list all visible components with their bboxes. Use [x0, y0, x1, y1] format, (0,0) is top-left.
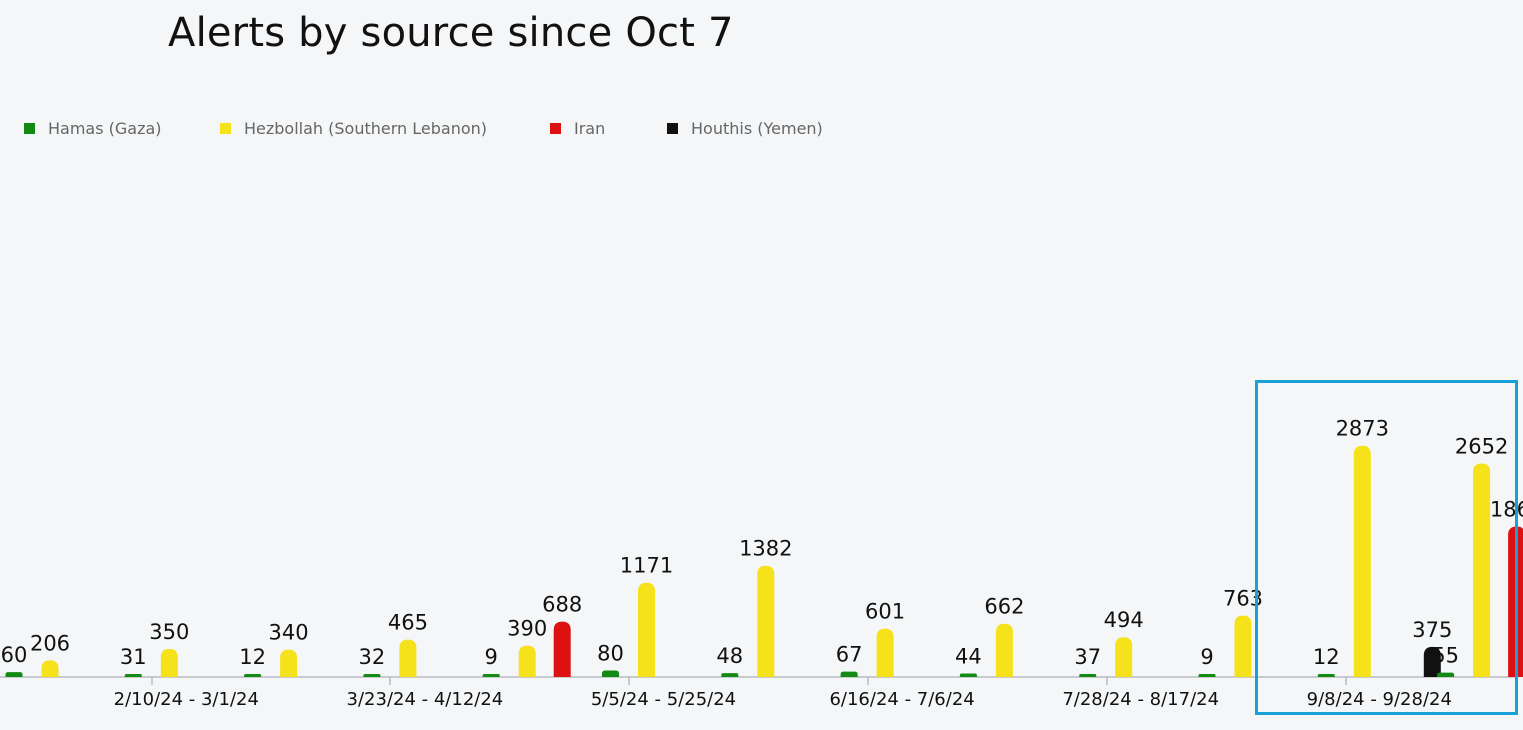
x-tick-label: 3/23/24 - 4/12/24: [347, 689, 504, 710]
data-label: 2652: [1455, 435, 1508, 459]
legend-item-hamas[interactable]: Hamas (Gaza): [24, 119, 162, 138]
data-label: 44: [955, 644, 982, 668]
data-label: 55: [1432, 644, 1459, 668]
legend-label-hamas: Hamas (Gaza): [48, 119, 162, 138]
bar-hezbollah: [518, 645, 536, 677]
data-label: 350: [149, 620, 189, 644]
bar-hezbollah: [638, 582, 655, 677]
bar-hamas: [1317, 674, 1335, 677]
bar-hamas: [1437, 672, 1455, 677]
legend-swatch-iran: [550, 123, 561, 134]
data-label: 375: [1412, 618, 1452, 642]
chart-title: Alerts by source since Oct 7: [168, 10, 734, 56]
x-tick-label: 5/5/24 - 5/25/24: [591, 689, 736, 710]
bar-hezbollah: [1353, 445, 1371, 677]
data-label: 340: [269, 621, 309, 645]
data-label: 60: [1, 643, 28, 667]
data-label: 206: [30, 631, 70, 655]
bar-hamas: [5, 672, 23, 677]
bar-hamas: [124, 674, 142, 677]
data-label: 494: [1104, 608, 1144, 632]
bar-hezbollah: [280, 649, 298, 677]
legend-item-houthis[interactable]: Houthis (Yemen): [667, 119, 823, 138]
bar-hamas: [363, 674, 381, 677]
legend-label-houthis: Houthis (Yemen): [691, 119, 823, 138]
bar-hezbollah: [1234, 615, 1252, 677]
data-label: 37: [1074, 645, 1101, 669]
data-label: 9: [1200, 645, 1213, 669]
bar-hezbollah: [1115, 637, 1133, 677]
bar-hamas: [959, 673, 977, 677]
bar-hamas: [1198, 674, 1216, 677]
data-label: 31: [120, 645, 147, 669]
x-tick-label: 7/28/24 - 8/17/24: [1062, 689, 1219, 710]
data-label: 48: [716, 644, 743, 668]
data-label: 465: [388, 611, 428, 635]
bar-hezbollah: [41, 660, 59, 677]
bar-hamas: [602, 670, 619, 677]
bar-hezbollah: [1473, 463, 1491, 677]
legend-swatch-hezbollah: [220, 123, 231, 134]
x-tick-label: 2/10/24 - 3/1/24: [114, 689, 259, 710]
highlight-box: [1255, 380, 1518, 715]
bar-hezbollah: [399, 639, 417, 677]
data-label: 9: [485, 645, 498, 669]
data-label: 1382: [739, 537, 792, 561]
data-label: 32: [359, 645, 386, 669]
bar-hezbollah: [160, 648, 178, 677]
bar-hezbollah: [876, 628, 894, 677]
data-label: 2873: [1336, 417, 1389, 441]
data-label: 662: [984, 595, 1024, 619]
bar-hezbollah: [757, 565, 775, 677]
data-label: 601: [865, 600, 905, 624]
legend-item-hezbollah[interactable]: Hezbollah (Southern Lebanon): [220, 119, 487, 138]
x-tick-label: 6/16/24 - 7/6/24: [829, 689, 974, 710]
bar-hamas: [721, 673, 739, 677]
data-label: 390: [507, 617, 547, 641]
bar-houthis: [1423, 646, 1441, 677]
data-label: 12: [1313, 645, 1340, 669]
bar-hamas: [1079, 674, 1097, 677]
data-label: 80: [597, 642, 624, 666]
bar-hamas: [840, 671, 858, 677]
legend-swatch-hamas: [24, 123, 35, 134]
bar-hezbollah: [995, 623, 1013, 677]
bar-hamas: [482, 674, 500, 677]
data-label: 1171: [620, 554, 673, 578]
legend-swatch-houthis: [667, 123, 678, 134]
data-label: 12: [239, 645, 266, 669]
bar-hamas: [244, 674, 262, 677]
legend-item-iran[interactable]: Iran: [550, 119, 605, 138]
x-tick-label: 9/8/24 - 9/28/24: [1307, 689, 1452, 710]
legend-label-hezbollah: Hezbollah (Southern Lebanon): [244, 119, 487, 138]
legend-label-iran: Iran: [574, 119, 606, 138]
data-label: 67: [836, 643, 863, 667]
data-label: 688: [542, 593, 582, 617]
bar-iran: [553, 621, 571, 677]
